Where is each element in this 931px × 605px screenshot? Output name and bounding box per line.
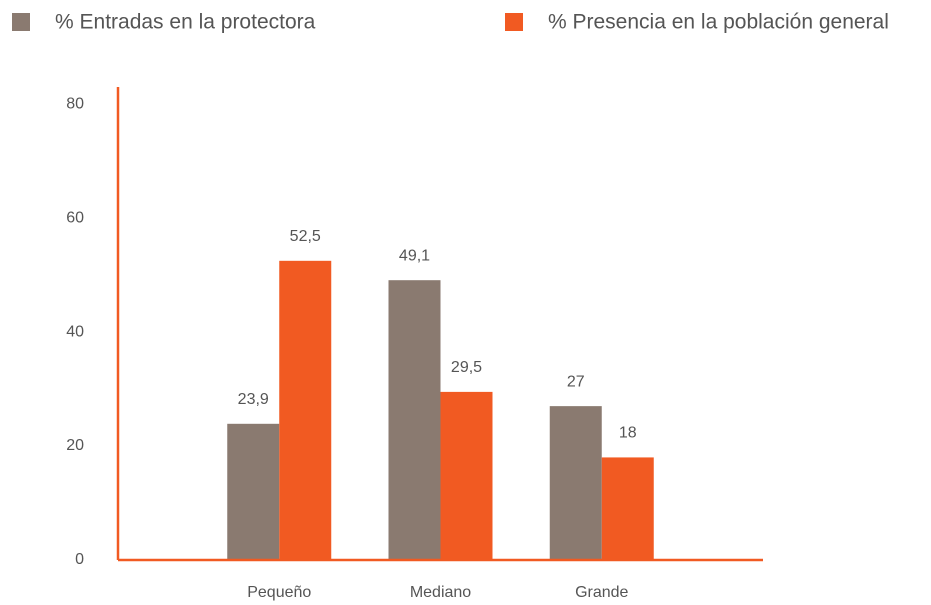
bar bbox=[279, 260, 332, 560]
bar bbox=[440, 391, 493, 560]
legend-label: % Entradas en la protectora bbox=[55, 11, 316, 34]
legend-swatch bbox=[12, 13, 30, 31]
y-tick-label: 60 bbox=[66, 209, 84, 226]
data-label: 29,5 bbox=[451, 359, 482, 376]
data-label: 23,9 bbox=[238, 391, 269, 408]
y-tick-label: 20 bbox=[66, 437, 84, 454]
data-label: 18 bbox=[619, 425, 637, 442]
legend-swatch bbox=[505, 13, 523, 31]
y-tick-label: 0 bbox=[75, 551, 84, 568]
x-tick-label: Grande bbox=[575, 584, 628, 601]
legend-label: % Presencia en la población general bbox=[548, 11, 889, 34]
x-tick-label: Pequeño bbox=[247, 584, 311, 601]
data-label: 49,1 bbox=[399, 247, 430, 264]
x-tick-label: Mediano bbox=[410, 584, 471, 601]
bar bbox=[227, 423, 280, 560]
y-tick-label: 40 bbox=[66, 323, 84, 340]
data-label: 27 bbox=[567, 373, 585, 390]
bar bbox=[601, 457, 654, 560]
data-label: 52,5 bbox=[290, 228, 321, 245]
y-tick-label: 80 bbox=[66, 95, 84, 112]
bar bbox=[388, 280, 441, 560]
bar bbox=[549, 406, 602, 560]
